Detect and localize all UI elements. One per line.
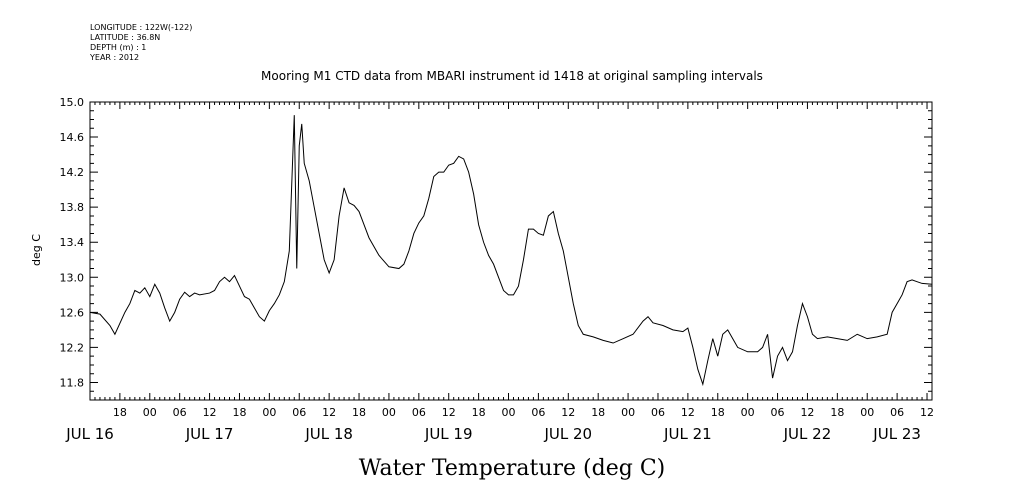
day-label: JUL 20	[543, 425, 592, 443]
x-tick-label: 06	[771, 406, 785, 419]
x-tick-labels: 18 00 06 12 18 00 06 12 18 00 06 12 18 00 06 12 18 00 06 12…	[113, 406, 934, 419]
day-label: JUL 19	[424, 425, 473, 443]
x-tick-label: 18	[232, 406, 246, 419]
y-tick-labels: 11.8 12.2 12.6 13.0 13.4 13.8 14.2 14.6 15.0	[60, 96, 85, 389]
x-tick-label: 00	[621, 406, 635, 419]
depth-label: DEPTH (m) : 1	[90, 43, 146, 52]
x-axis-label: Water Temperature (deg C)	[359, 456, 666, 481]
axis-ticks	[89, 102, 933, 400]
x-tick-label: 18	[591, 406, 605, 419]
x-tick-label: 18	[113, 406, 127, 419]
latitude-label: LATITUDE : 36.8N	[90, 33, 160, 42]
temperature-line	[89, 115, 933, 387]
x-tick-label: 00	[860, 406, 874, 419]
y-tick-label: 13.0	[60, 271, 85, 284]
longitude-label: LONGITUDE : 122W(-122)	[90, 23, 192, 32]
y-tick-label: 15.0	[60, 96, 85, 109]
plot-frame	[89, 101, 933, 401]
x-tick-label: 18	[472, 406, 486, 419]
y-tick-label: 12.6	[60, 306, 85, 319]
year-label: YEAR : 2012	[89, 53, 139, 62]
x-tick-label: 12	[442, 406, 456, 419]
x-tick-label: 12	[681, 406, 695, 419]
x-tick-label: 00	[502, 406, 516, 419]
x-tick-label: 00	[741, 406, 755, 419]
y-tick-label: 14.2	[60, 166, 85, 179]
x-tick-label: 06	[412, 406, 426, 419]
x-tick-label: 12	[322, 406, 336, 419]
x-tick-label: 12	[800, 406, 814, 419]
y-axis-label: deg C	[30, 234, 43, 266]
x-tick-label: 12	[561, 406, 575, 419]
day-label: JUL 17	[185, 425, 234, 443]
x-tick-label: 18	[352, 406, 366, 419]
x-tick-label: 06	[173, 406, 187, 419]
day-label: JUL 23	[872, 425, 921, 443]
x-tick-label: 06	[651, 406, 665, 419]
x-tick-label: 00	[382, 406, 396, 419]
day-label: JUL 18	[304, 425, 353, 443]
y-tick-label: 14.6	[60, 131, 85, 144]
y-tick-label: 13.8	[60, 201, 85, 214]
x-tick-label: 06	[890, 406, 904, 419]
x-tick-label: 00	[262, 406, 276, 419]
x-tick-label: 18	[830, 406, 844, 419]
x-tick-label: 06	[292, 406, 306, 419]
day-label: JUL 16	[65, 425, 114, 443]
day-label: JUL 22	[783, 425, 832, 443]
day-labels: JUL 16 JUL 17 JUL 18 JUL 19 JUL 20 JUL 21 JUL …	[65, 425, 921, 443]
y-tick-label: 11.8	[60, 376, 85, 389]
x-tick-label: 00	[143, 406, 157, 419]
y-tick-label: 12.2	[60, 341, 85, 354]
day-label: JUL 21	[663, 425, 712, 443]
series-group	[89, 115, 933, 387]
tick-marks	[89, 102, 933, 400]
chart-title: Mooring M1 CTD data from MBARI instrumen…	[261, 69, 763, 83]
y-tick-label: 13.4	[60, 236, 85, 249]
x-tick-label: 12	[920, 406, 934, 419]
x-tick-label: 12	[203, 406, 217, 419]
x-tick-label: 06	[531, 406, 545, 419]
x-tick-label: 18	[711, 406, 725, 419]
